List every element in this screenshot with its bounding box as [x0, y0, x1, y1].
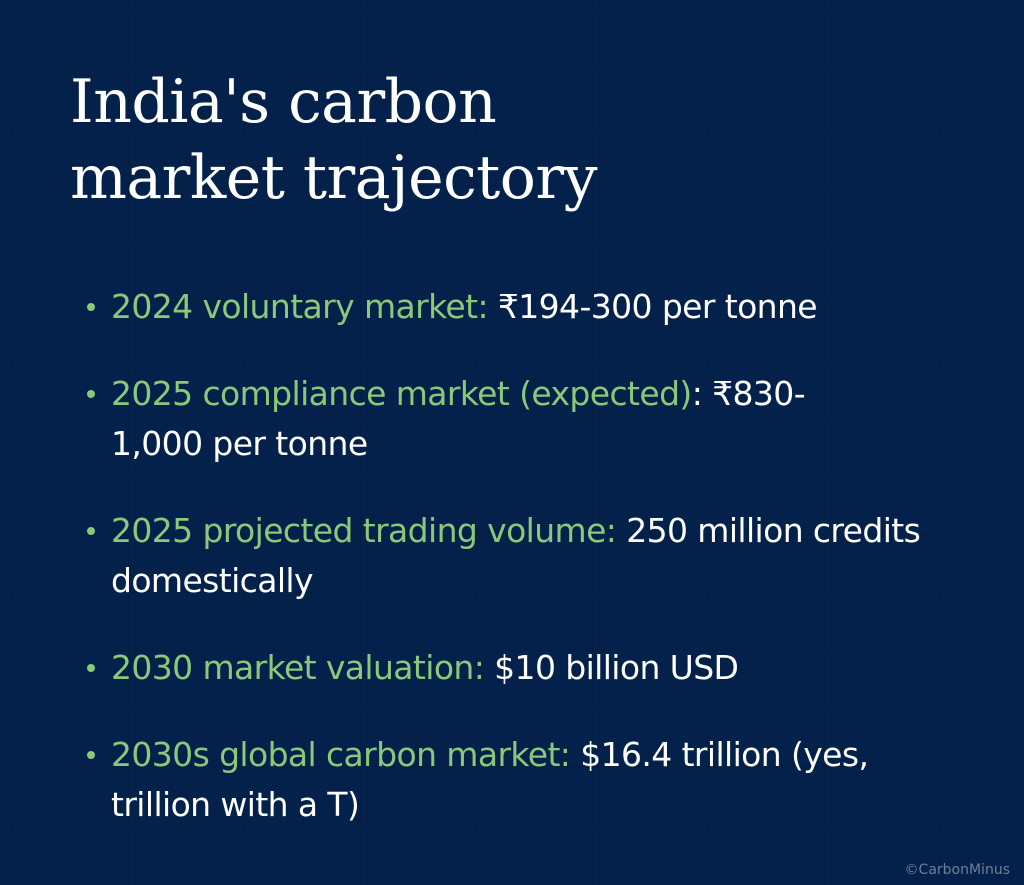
bullet-icon	[87, 527, 95, 535]
title-line-1: India's carbon	[70, 67, 497, 137]
bullet-icon	[87, 664, 95, 672]
bullet-icon	[87, 303, 95, 311]
item-value: 250 million credits domestically	[111, 511, 921, 600]
item-value: $16.4 trillion (yes, trillion with a T)	[111, 735, 869, 824]
list-item: 2024 voluntary market: ₹194-300 per tonn…	[84, 282, 984, 332]
item-label: 2030 market valuation:	[111, 648, 485, 687]
watermark: ©CarbonMinus	[904, 862, 1010, 878]
trajectory-list: 2024 voluntary market: ₹194-300 per tonn…	[84, 282, 984, 867]
bullet-icon	[87, 390, 95, 398]
item-value: $10 billion USD	[484, 648, 739, 687]
item-label: 2030s global carbon market:	[111, 735, 571, 774]
list-item: 2025 compliance market (expected): ₹830-…	[84, 369, 831, 469]
item-label: 2025 compliance market (expected)	[111, 374, 692, 413]
list-item: 2030 market valuation: $10 billion USD	[84, 643, 984, 693]
page-title: India's carbon market trajectory	[70, 64, 598, 216]
title-line-2: market trajectory	[70, 143, 598, 213]
item-label: 2024 voluntary market:	[111, 287, 489, 326]
bullet-icon	[87, 751, 95, 759]
item-value: ₹194-300 per tonne	[487, 287, 818, 326]
list-item: 2025 projected trading volume: 250 milli…	[84, 506, 941, 606]
item-value: : ₹830-1,000 per tonne	[111, 374, 806, 463]
item-label: 2025 projected trading volume:	[111, 511, 617, 550]
list-item: 2030s global carbon market: $16.4 trilli…	[84, 730, 911, 830]
